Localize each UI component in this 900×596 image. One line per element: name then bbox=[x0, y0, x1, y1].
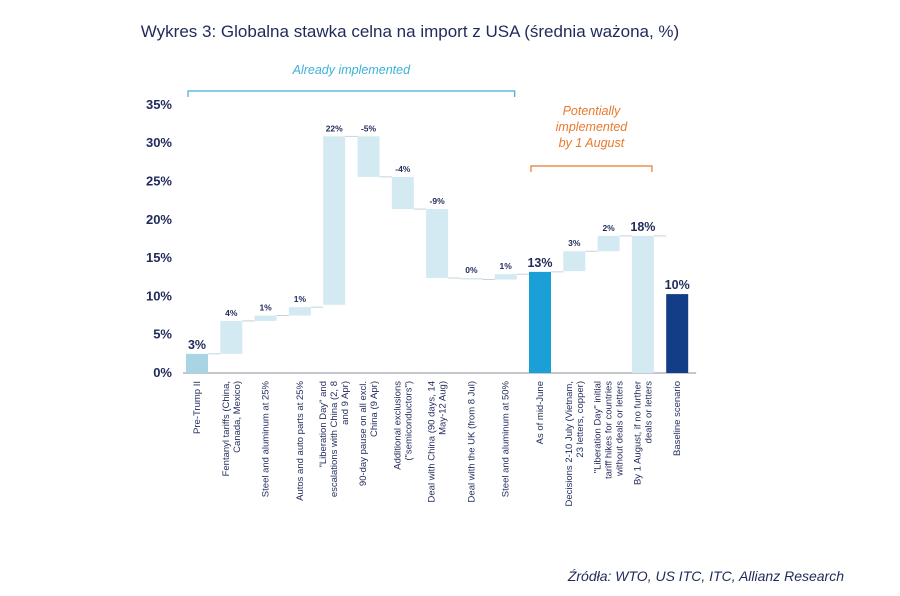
y-tick-label: 30% bbox=[146, 135, 172, 150]
bar bbox=[460, 278, 483, 280]
data-label: -4% bbox=[395, 164, 411, 174]
category-label: "Liberation Day" andescalations with Chi… bbox=[318, 381, 351, 497]
bar bbox=[288, 307, 311, 316]
bar bbox=[254, 315, 277, 321]
y-tick-label: 10% bbox=[146, 288, 172, 303]
data-label: 13% bbox=[527, 256, 552, 270]
data-label: 22% bbox=[326, 123, 343, 133]
category-label: As of mid-June bbox=[535, 381, 546, 444]
category-label: Fentanyl tariffs (China,Canada, Mexico) bbox=[221, 381, 243, 476]
category-label: By 1 August, if no furtherdeals or lette… bbox=[632, 381, 654, 485]
data-label: 2% bbox=[602, 223, 615, 233]
category-label: Pre-Trump II bbox=[192, 381, 203, 434]
bracket-potentially-implemented bbox=[530, 165, 653, 172]
category-label: Autos and auto parts at 25% bbox=[295, 380, 306, 500]
category-label: "Liberation Day" initialtariff hikes for… bbox=[593, 381, 626, 479]
data-label: 10% bbox=[665, 278, 690, 292]
y-tick-label: 15% bbox=[146, 250, 172, 265]
bar bbox=[563, 251, 586, 272]
data-label: -5% bbox=[361, 123, 377, 133]
bar bbox=[426, 209, 449, 279]
data-label: 18% bbox=[630, 220, 655, 234]
source-note: Źródła: WTO, US ITC, ITC, Allianz Resear… bbox=[567, 568, 844, 584]
category-label: 90-day pause on all excl.China (9 Apr) bbox=[358, 381, 380, 486]
bar bbox=[597, 235, 620, 252]
y-tick-label: 5% bbox=[153, 327, 172, 342]
data-label: 3% bbox=[188, 338, 206, 352]
category-label: Deal with the UK (from 8 Jul) bbox=[466, 381, 477, 502]
category-label: Deal with China (90 days, 14May-12 Aug) bbox=[427, 381, 449, 502]
y-tick-label: 25% bbox=[146, 174, 172, 189]
annotation-already-implemented: Already implemented bbox=[292, 63, 411, 77]
bar bbox=[529, 271, 551, 373]
bracket-already-implemented bbox=[187, 90, 516, 97]
annotation-potentially-implemented-line: Potentially bbox=[563, 104, 621, 118]
category-label: Steel and aluminum at 25% bbox=[261, 380, 272, 497]
data-label: 1% bbox=[259, 303, 272, 313]
bar bbox=[220, 320, 243, 354]
annotation-potentially-implemented-line: by 1 August bbox=[559, 136, 625, 150]
y-tick-label: 0% bbox=[153, 365, 172, 380]
bar bbox=[391, 176, 414, 210]
y-tick-label: 20% bbox=[146, 212, 172, 227]
category-label: Additional exclusions("semiconductors") bbox=[392, 381, 414, 470]
data-label: 0% bbox=[465, 265, 478, 275]
data-label: 4% bbox=[225, 308, 238, 318]
data-label: 3% bbox=[568, 238, 581, 248]
category-label: Baseline scenario bbox=[672, 381, 683, 456]
category-label: Decisions 2-10 July (Vietnam,23 letters,… bbox=[564, 381, 586, 507]
bar bbox=[186, 353, 208, 373]
bar bbox=[494, 274, 517, 280]
y-tick-label: 35% bbox=[146, 97, 172, 112]
data-label: 1% bbox=[500, 261, 513, 271]
chart-title: Wykres 3: Globalna stawka celna na impor… bbox=[140, 22, 680, 41]
data-label: -9% bbox=[430, 196, 446, 206]
data-label: 1% bbox=[294, 294, 307, 304]
annotation-potentially-implemented-line: implemented bbox=[556, 120, 629, 134]
bar bbox=[666, 294, 689, 373]
bar bbox=[631, 235, 654, 373]
bar bbox=[323, 136, 346, 305]
category-label: Steel and aluminum at 50% bbox=[501, 380, 512, 497]
bar bbox=[357, 136, 380, 177]
